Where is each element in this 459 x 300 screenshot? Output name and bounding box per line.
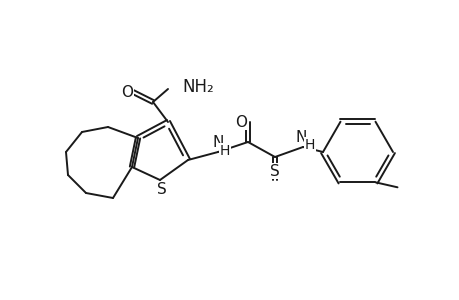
Text: NH₂: NH₂ <box>182 78 213 96</box>
Text: N: N <box>295 130 306 145</box>
Text: O: O <box>235 115 246 130</box>
Text: S: S <box>157 182 167 196</box>
Text: H: H <box>304 138 314 152</box>
Text: H: H <box>219 144 230 158</box>
Text: N: N <box>212 134 223 149</box>
Text: S: S <box>269 164 279 178</box>
Text: O: O <box>121 85 133 100</box>
